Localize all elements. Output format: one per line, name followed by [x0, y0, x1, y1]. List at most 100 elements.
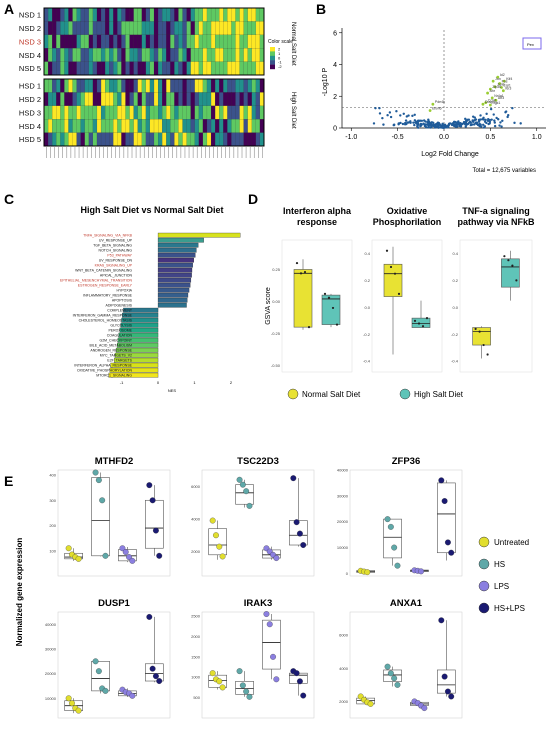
heatmap-cell — [170, 78, 175, 93]
heatmap-cell — [68, 119, 73, 133]
heatmap-cell — [145, 34, 151, 49]
heatmap-cell — [223, 61, 228, 76]
volcano-point — [472, 120, 475, 124]
volcano-x-tick-label: -1.0 — [345, 134, 357, 141]
heatmap-cell — [206, 119, 212, 133]
heatmap-cell — [153, 119, 159, 133]
gsva-point — [335, 323, 339, 326]
heatmap-cell — [190, 78, 196, 93]
heatmap-cell — [194, 34, 200, 49]
heatmap-cell — [227, 34, 232, 49]
panel-letter-e: E — [4, 473, 13, 489]
heatmap-cell — [206, 105, 212, 120]
heatmap-cell — [153, 48, 159, 62]
gsea-axis: -1 0 1 2 — [120, 380, 233, 385]
heatmap-cell — [88, 34, 94, 49]
gsva-y-tick-label: 0.0 — [364, 305, 370, 310]
heatmap-cell — [129, 119, 135, 133]
gene-frame — [201, 611, 315, 719]
gene-y-tick-label: 10000 — [337, 545, 349, 550]
heatmap-cell — [166, 7, 171, 22]
gsea-category-label: BILE_ACID_METABOLISM — [89, 344, 132, 348]
heatmap-cell — [194, 132, 200, 147]
volcano-point — [476, 123, 480, 127]
heatmap-cell — [141, 7, 147, 22]
gsea-category-label: ANDROGEN_RESPONSE — [90, 349, 132, 353]
gene-frame — [57, 469, 171, 577]
heatmap-cell — [166, 78, 171, 93]
heatmap-cell — [96, 61, 102, 76]
heatmap-cell — [251, 119, 257, 133]
heatmap-cell — [43, 7, 49, 22]
heatmap-cell — [157, 119, 163, 133]
volcano-point — [430, 126, 433, 129]
gene-point — [95, 668, 102, 675]
heatmap-cell — [178, 78, 183, 93]
gene-point — [421, 705, 428, 712]
heatmap-cell — [60, 21, 65, 36]
heatmap-cell — [117, 34, 122, 49]
color-scale-title: Color scale — [268, 39, 293, 45]
gene-box — [437, 482, 456, 554]
heatmap-cell — [125, 105, 130, 120]
heatmap-cell — [125, 48, 130, 62]
volcano-point — [479, 118, 482, 121]
heatmap-cell — [247, 61, 253, 76]
volcano-point — [507, 113, 510, 117]
heatmap-cell — [56, 48, 61, 62]
heatmap-cell — [178, 105, 183, 120]
heatmap-cell — [137, 48, 143, 62]
gene-point — [441, 498, 448, 504]
volcano-point — [500, 125, 503, 128]
heatmap-cell — [117, 105, 122, 120]
volcano-point — [456, 125, 459, 128]
heatmap-cells — [43, 7, 265, 147]
heatmap-cell — [129, 105, 135, 120]
heatmap-cell — [64, 105, 69, 120]
volcano-sig-point — [491, 79, 495, 83]
heatmap-cell — [84, 34, 90, 49]
volcano-point — [426, 123, 429, 126]
heatmap-cell — [137, 78, 143, 93]
gene-box — [383, 669, 402, 682]
gene-y-tick-label: 400 — [49, 473, 56, 478]
gene-y-tick-label: 40000 — [337, 468, 349, 473]
volcano-point — [499, 121, 502, 124]
gene-box — [208, 674, 227, 688]
heatmap-cell — [56, 7, 61, 22]
gene-y-tick-label: 1000 — [191, 675, 201, 680]
volcano-point — [486, 119, 490, 123]
gene-point — [65, 545, 72, 552]
heatmap-cell — [239, 7, 245, 22]
heatmap-cell — [80, 7, 86, 22]
heatmap-cell — [198, 21, 204, 36]
heatmap-cell — [210, 105, 216, 120]
gsea-category-label: TGF_BETA_SIGNALING — [93, 244, 132, 248]
volcano-y-tick-label: 6 — [333, 30, 337, 37]
heatmap-cell — [202, 119, 208, 133]
heatmap-cell — [206, 48, 212, 62]
gene-subplot-title: IRAK3 — [244, 598, 273, 609]
gsea-category-label: MTORC1_SIGNALING — [96, 374, 132, 378]
gene-frame — [57, 611, 171, 719]
color-scale-swatch — [270, 60, 275, 65]
gene-subplot-title: MTHFD2 — [95, 456, 134, 467]
heatmap-panel: NSD 1 NSD 2 NSD 3 NSD 4 NSD 5 HSD 1 HSD 2 HSD 3… — [19, 7, 296, 158]
heatmap-cell — [239, 105, 245, 120]
gene-subplot-title: DUSP1 — [98, 598, 130, 609]
heatmap-cell — [145, 92, 151, 107]
heatmap-cell — [231, 132, 236, 147]
volcano-point — [480, 125, 483, 128]
heatmap-column-labels — [46, 147, 263, 158]
volcano-point — [485, 112, 488, 116]
heatmap-cell — [255, 34, 261, 49]
heatmap-cell — [223, 21, 228, 36]
group-label-nsd: Normal Salt Diet — [290, 22, 296, 66]
gsea-bar — [114, 357, 159, 363]
gene-point — [293, 519, 300, 526]
heatmap-cell — [68, 132, 73, 147]
heatmap-cell — [64, 7, 69, 22]
gsea-category-label: COAGULATION — [107, 334, 133, 338]
heatmap-cell — [190, 132, 196, 147]
